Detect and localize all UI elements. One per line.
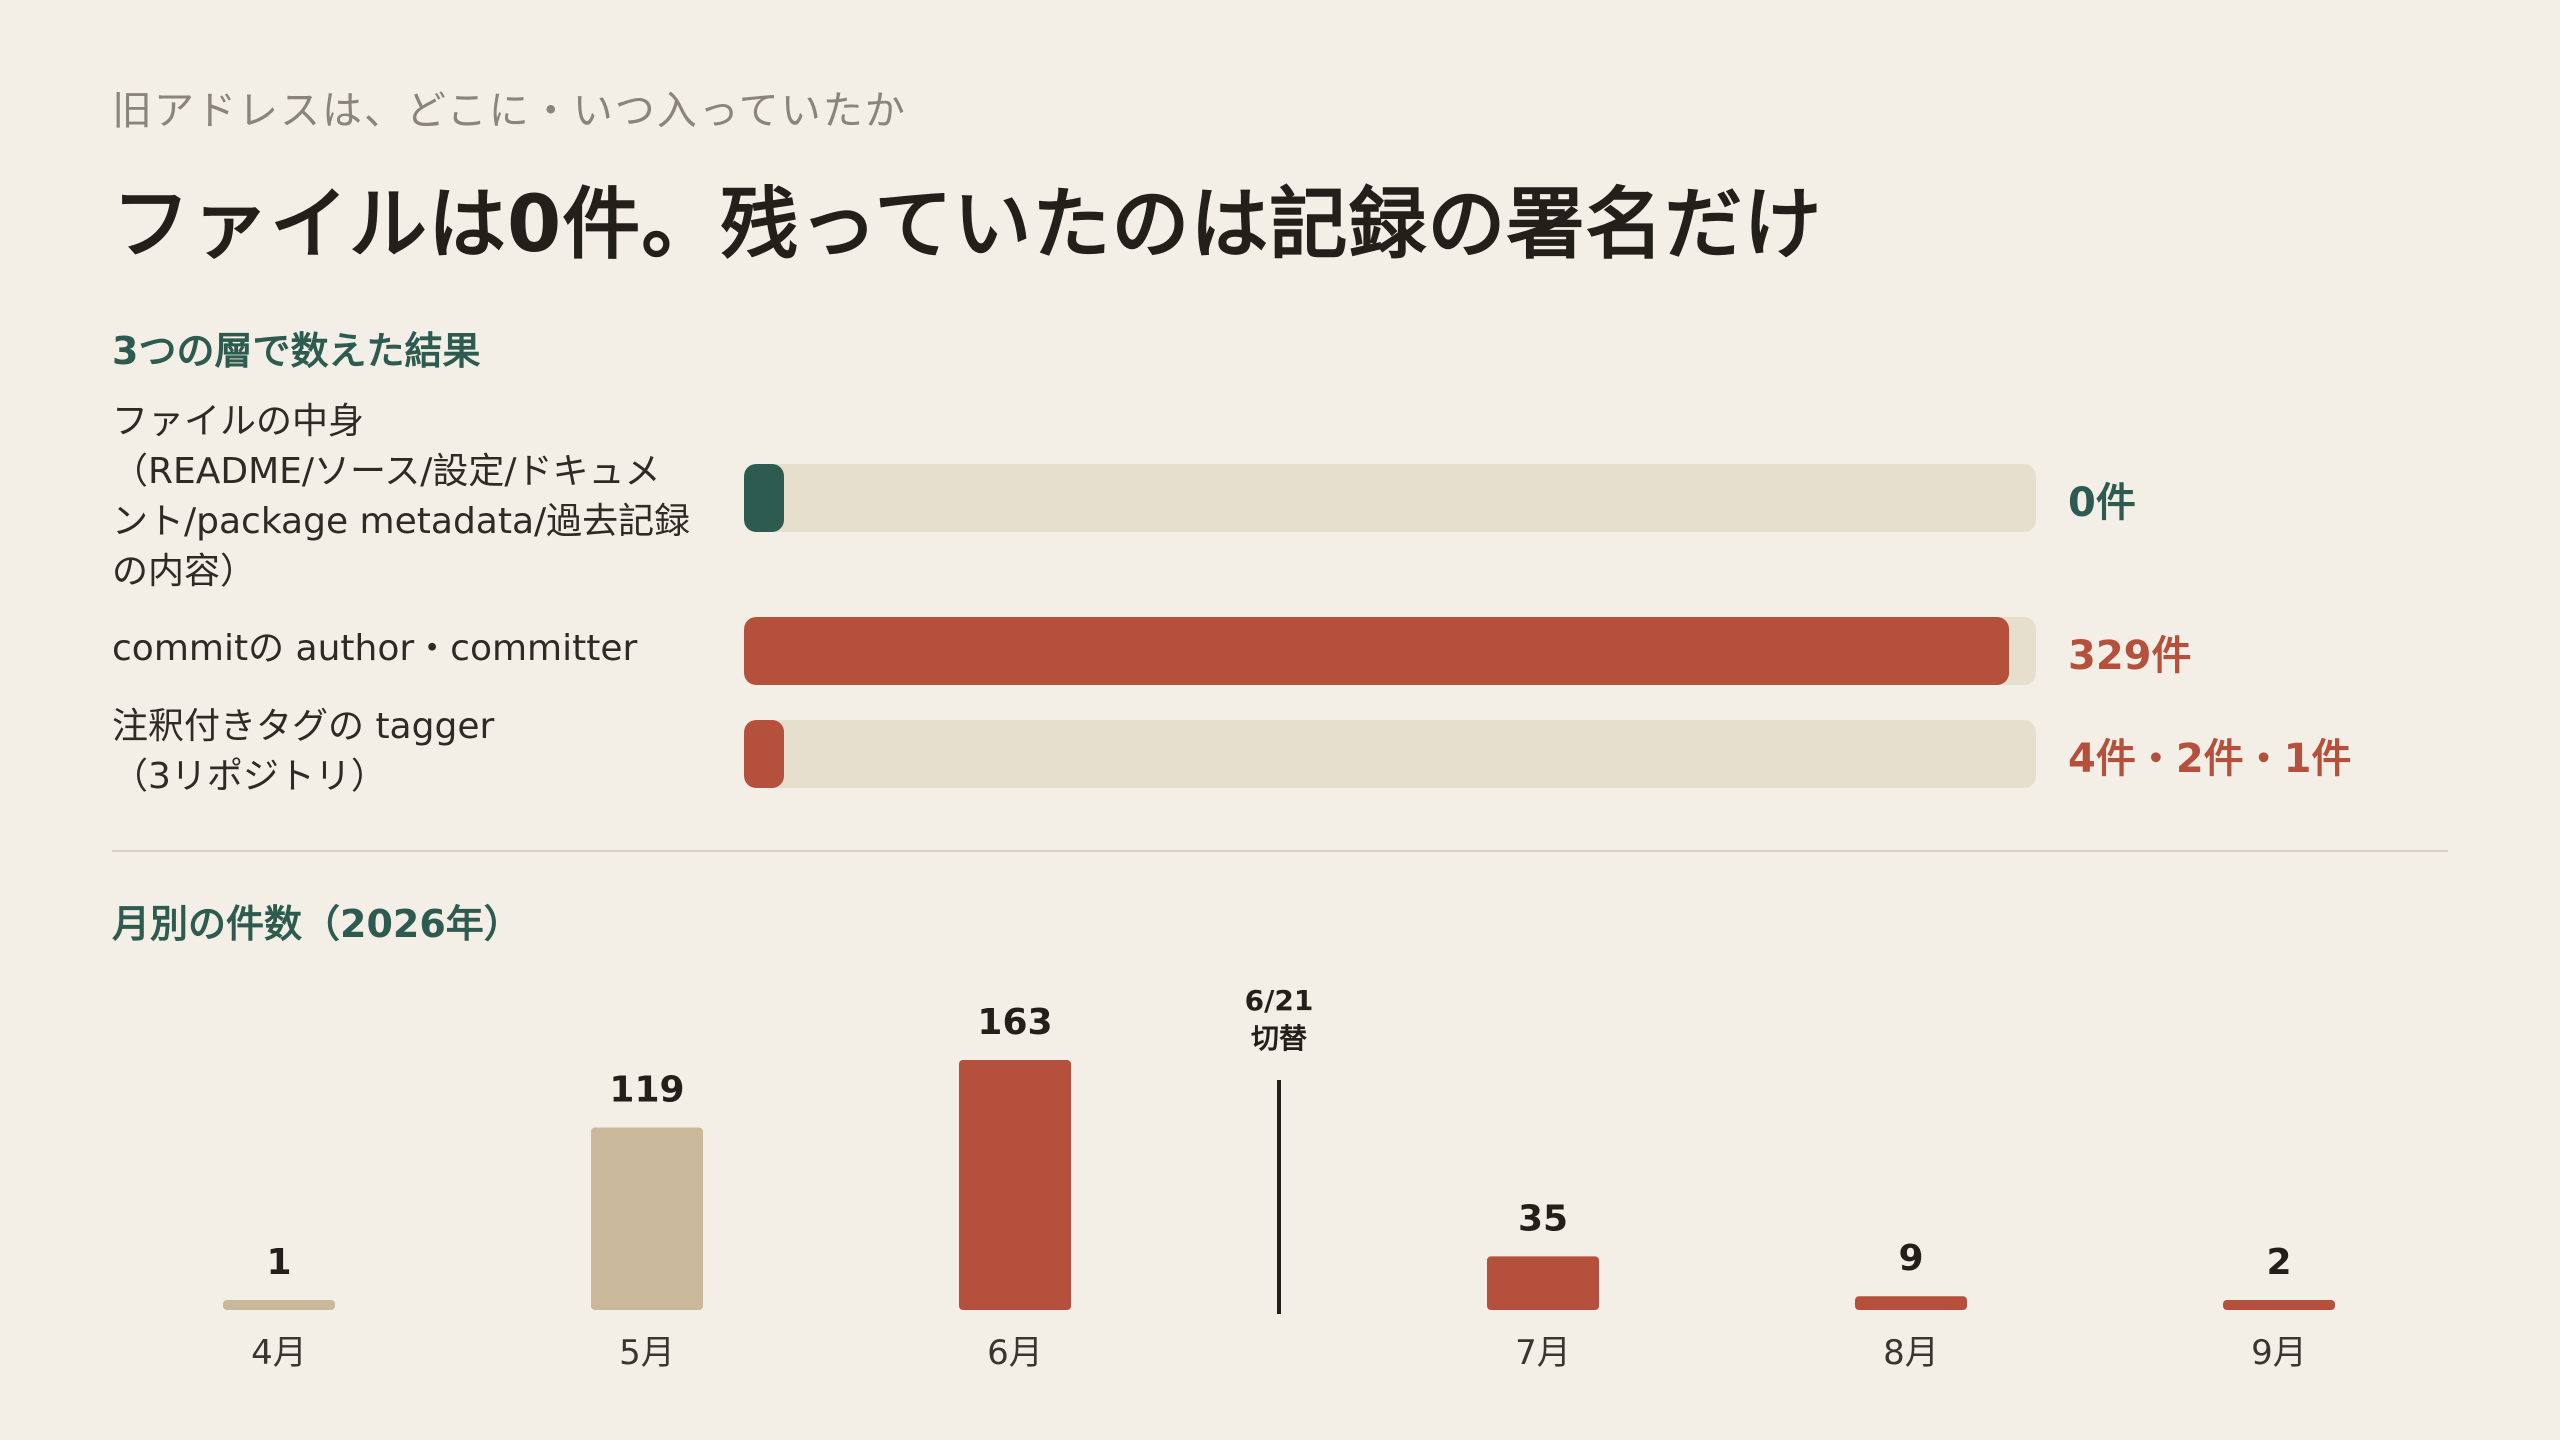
layers-section-title: 3つの層で数えた結果 bbox=[112, 329, 481, 373]
layer-value-tagger: 4件・2件・1件 bbox=[2068, 736, 2352, 782]
layer-bar-track-commit-author bbox=[744, 617, 2036, 685]
layer-label-line: 注釈付きタグの tagger bbox=[112, 706, 495, 747]
layer-label-line: ファイルの中身 bbox=[112, 401, 365, 442]
eyebrow-subtitle: 旧アドレスは、どこに・いつ入っていたか bbox=[112, 88, 907, 134]
layer-label-line: の内容） bbox=[112, 551, 257, 592]
page-title: ファイルは0件。残っていたのは記録の署名だけ bbox=[112, 180, 1823, 270]
month-value-label: 1 bbox=[266, 1242, 291, 1283]
layer-value-file-contents: 0件 bbox=[2068, 480, 2136, 526]
month-value-label: 35 bbox=[1518, 1198, 1568, 1239]
switch-marker-label: 6/21 bbox=[1245, 984, 1314, 1017]
section-divider bbox=[112, 850, 2448, 852]
month-bar-1 bbox=[223, 1300, 335, 1310]
month-value-label: 2 bbox=[2266, 1242, 2291, 1283]
month-value-label: 119 bbox=[609, 1069, 684, 1110]
month-category-label: 7月 bbox=[1515, 1333, 1571, 1373]
layer-bar-tagger bbox=[744, 720, 784, 788]
month-bar-4 bbox=[1487, 1256, 1599, 1310]
month-category-label: 5月 bbox=[619, 1333, 675, 1373]
month-category-label: 6月 bbox=[987, 1333, 1043, 1373]
month-value-label: 9 bbox=[1898, 1238, 1923, 1279]
layer-value-commit-author: 329件 bbox=[2068, 633, 2192, 679]
month-value-label: 163 bbox=[977, 1002, 1052, 1043]
layer-bar-commit-author bbox=[744, 617, 2010, 685]
month-category-label: 9月 bbox=[2251, 1333, 2307, 1373]
month-bar-2 bbox=[591, 1127, 703, 1310]
month-category-label: 4月 bbox=[251, 1333, 307, 1373]
layer-bar-file-contents bbox=[744, 464, 784, 532]
layer-label-line: commitの author・committer bbox=[112, 628, 638, 669]
month-bar-5 bbox=[1855, 1296, 1967, 1310]
month-category-label: 8月 bbox=[1883, 1333, 1939, 1373]
layer-label-commit-author: commitの author・committer bbox=[112, 624, 712, 674]
layer-label-line: （README/ソース/設定/ドキュメ bbox=[112, 451, 661, 492]
layer-label-line: （3リポジトリ） bbox=[112, 756, 387, 797]
month-bar-6 bbox=[2223, 1300, 2335, 1310]
layer-bar-track-tagger bbox=[744, 720, 2036, 788]
layer-bar-track-file-contents bbox=[744, 464, 2036, 532]
switch-marker-label: 切替 bbox=[1251, 1022, 1307, 1055]
layer-label-line: ント/package metadata/過去記録 bbox=[112, 501, 691, 542]
monthly-section-title: 月別の件数（2026年） bbox=[112, 902, 522, 946]
layer-label-file-contents: ファイルの中身 （README/ソース/設定/ドキュメ ント/package m… bbox=[112, 397, 712, 597]
month-bar-3 bbox=[959, 1060, 1071, 1310]
layer-label-tagger: 注釈付きタグの tagger （3リポジトリ） bbox=[112, 702, 712, 802]
monthly-bar-chart: 1 4月 119 5月 163 6月 35 7月 9 8月 2 9月 6/21 切替 bbox=[223, 984, 2335, 1373]
